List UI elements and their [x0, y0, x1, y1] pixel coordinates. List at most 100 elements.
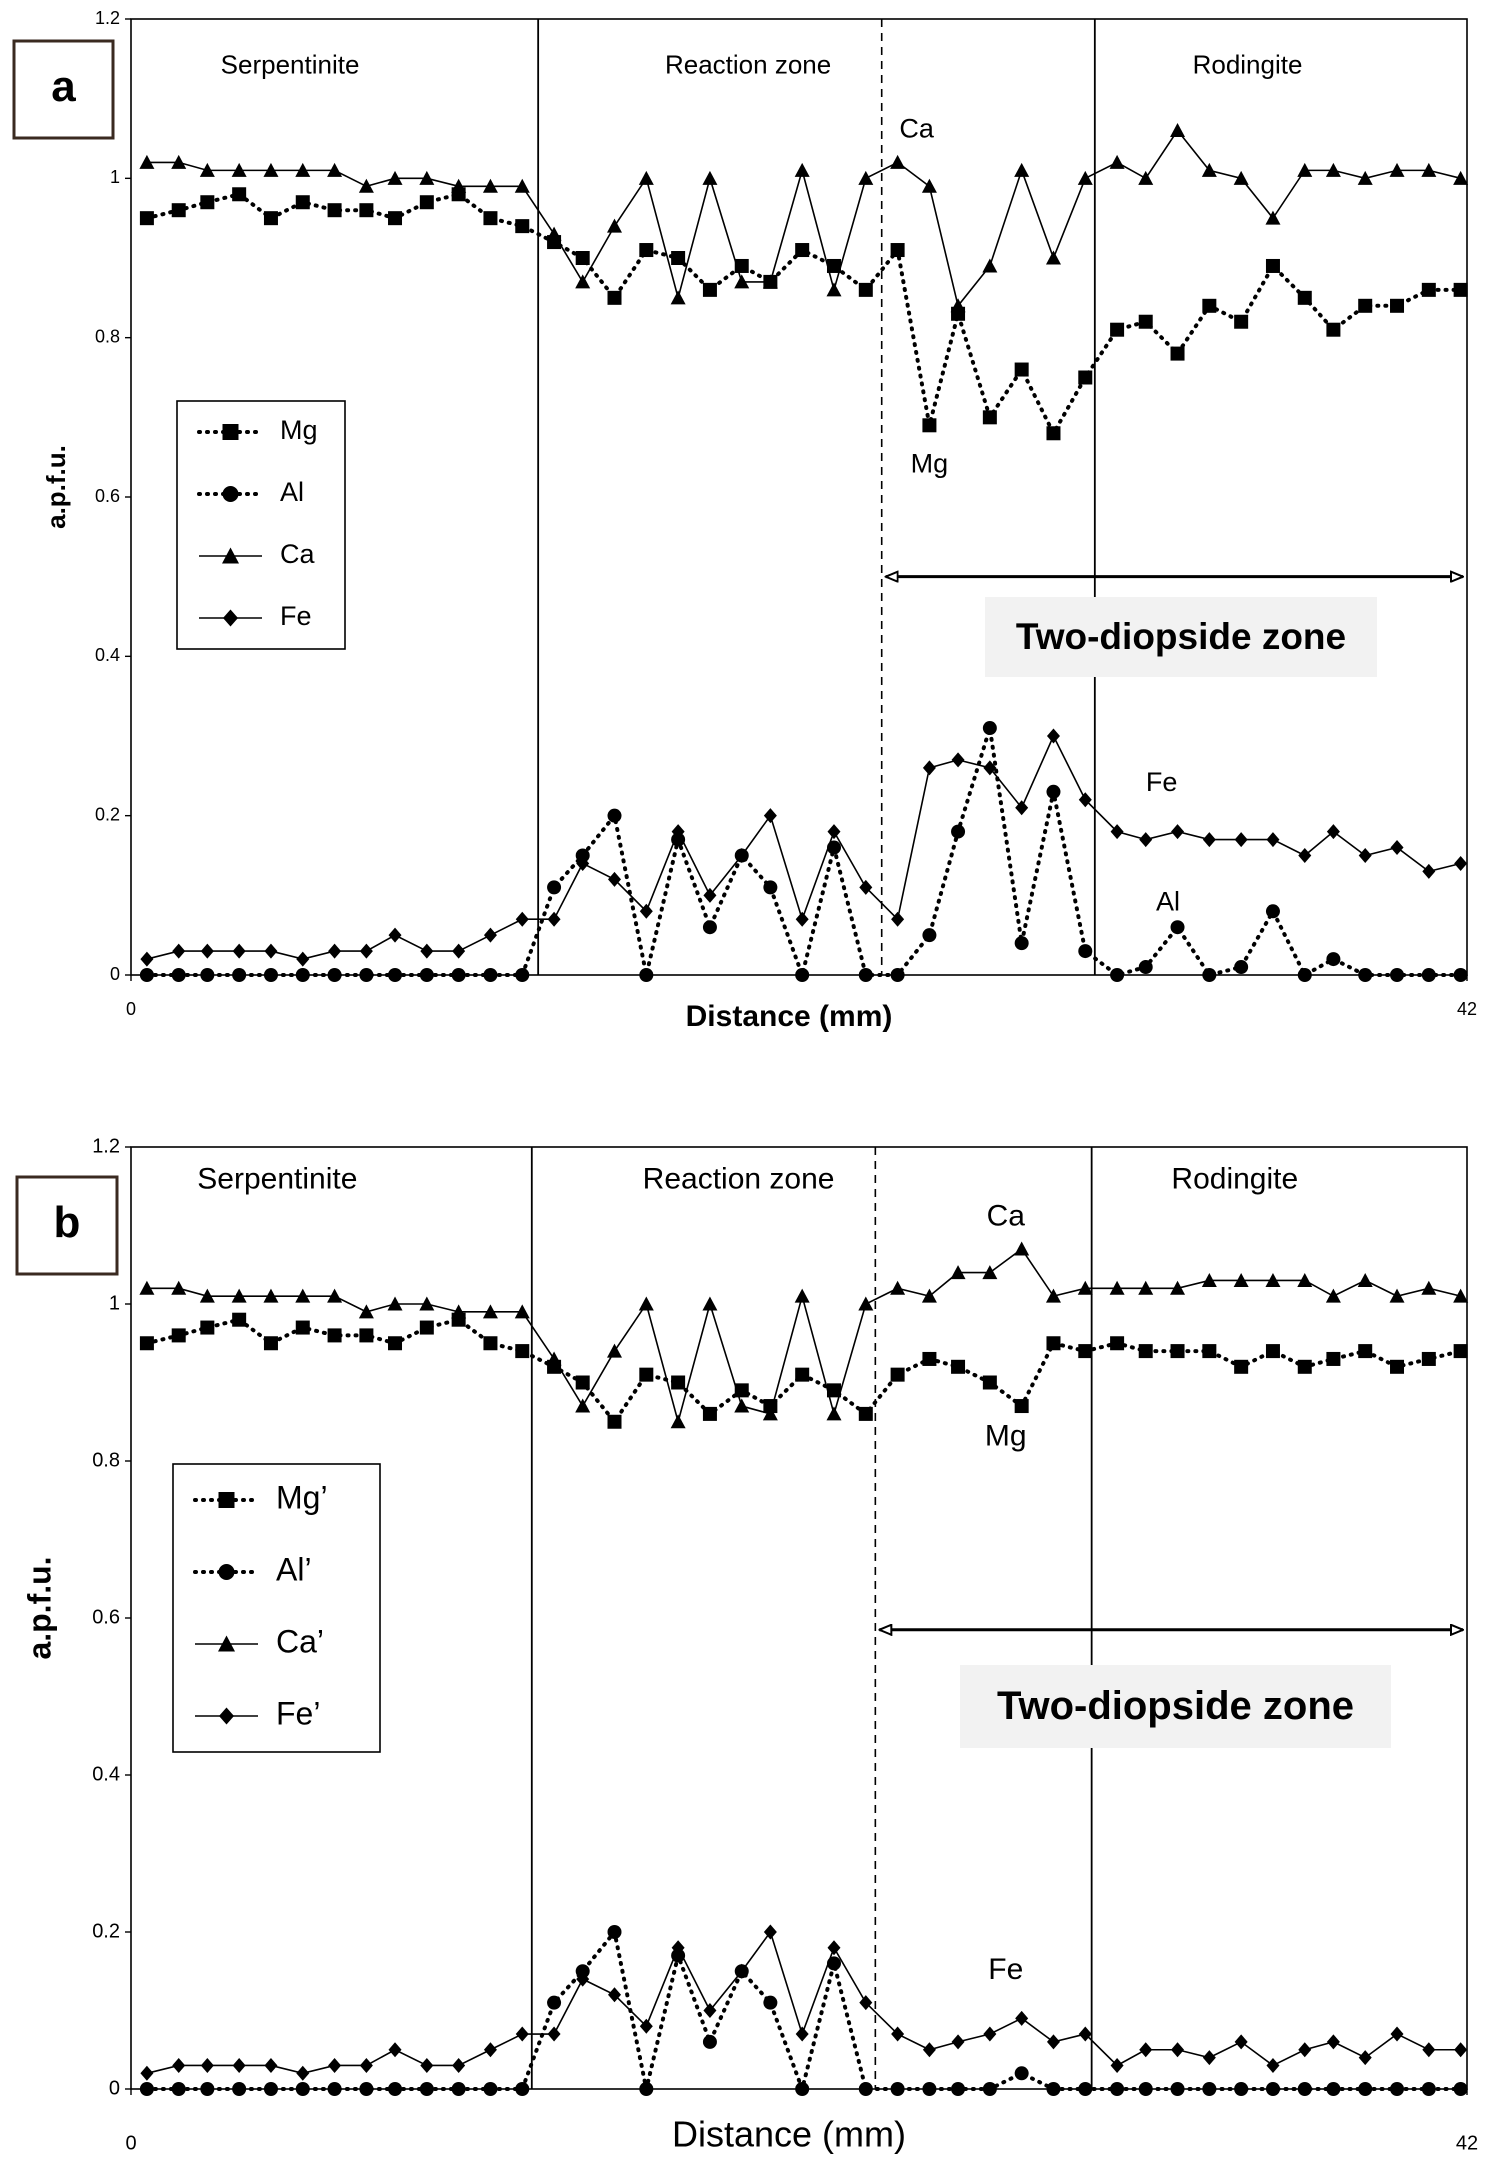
marker-diamond	[140, 951, 154, 967]
marker-square	[1110, 322, 1125, 337]
series-annotation: Fe	[988, 1953, 1023, 1986]
marker-triangle	[826, 1406, 842, 1421]
marker-diamond	[1046, 728, 1060, 744]
marker-diamond	[140, 2065, 154, 2081]
marker-triangle	[419, 170, 435, 185]
marker-square	[359, 203, 374, 218]
marker-circle	[702, 2034, 717, 2049]
marker-triangle	[858, 1296, 874, 1311]
marker-diamond	[639, 903, 653, 919]
marker-diamond	[483, 927, 497, 943]
marker-diamond	[359, 2057, 373, 2073]
marker-diamond	[891, 911, 905, 927]
marker-triangle	[1421, 1280, 1437, 1295]
marker-triangle	[358, 1304, 374, 1319]
marker-circle	[1170, 920, 1185, 935]
marker-triangle	[921, 1288, 937, 1303]
marker-circle	[890, 968, 905, 982]
marker-diamond	[1326, 824, 1340, 840]
marker-circle	[295, 968, 310, 982]
marker-triangle	[1170, 123, 1186, 138]
marker-triangle	[199, 1288, 215, 1303]
zone-note: Two-diopside zone	[1016, 616, 1346, 657]
marker-diamond	[859, 879, 873, 895]
marker-diamond	[1390, 840, 1404, 856]
marker-diamond	[1358, 848, 1372, 863]
legend-label: Ca	[280, 539, 315, 569]
marker-triangle	[295, 162, 311, 177]
marker-circle	[218, 1564, 235, 1580]
marker-triangle	[263, 1288, 279, 1303]
zone-label: Serpentinite	[197, 1163, 357, 1196]
marker-triangle	[734, 1398, 750, 1413]
marker-circle	[1046, 784, 1061, 799]
marker-diamond	[1298, 2042, 1312, 2058]
marker-triangle	[670, 290, 686, 305]
series-line	[146, 1930, 1461, 2075]
marker-circle	[451, 2082, 466, 2096]
marker-circle	[200, 968, 215, 982]
marker-square	[327, 203, 342, 218]
marker-square	[359, 1328, 374, 1343]
marker-square	[575, 1375, 590, 1390]
marker-square	[1170, 346, 1185, 361]
marker-square	[1358, 1344, 1373, 1359]
marker-circle	[1390, 2082, 1405, 2096]
marker-circle	[575, 848, 590, 863]
marker-circle	[982, 721, 997, 736]
marker-diamond	[547, 911, 561, 927]
marker-diamond	[983, 2026, 997, 2042]
legend-box	[176, 400, 346, 650]
marker-diamond	[452, 2057, 466, 2073]
marker-square	[1110, 1336, 1125, 1351]
x-tick-label: 0	[126, 999, 136, 1019]
marker-diamond	[763, 1924, 777, 1940]
marker-circle	[483, 2082, 498, 2096]
marker-triangle	[890, 154, 906, 169]
marker-circle	[327, 2082, 342, 2096]
marker-diamond	[219, 1707, 234, 1725]
marker-square	[982, 410, 997, 425]
marker-triangle	[139, 1280, 155, 1295]
marker-diamond	[388, 927, 402, 943]
x-tick-label: 0	[125, 2132, 136, 2154]
marker-circle	[858, 2082, 873, 2096]
marker-diamond	[1139, 2042, 1153, 2058]
marker-diamond	[639, 2018, 653, 2034]
marker-circle	[1421, 2082, 1436, 2096]
marker-circle	[222, 486, 239, 502]
marker-diamond	[1046, 2034, 1060, 2050]
marker-circle	[419, 968, 434, 982]
marker-square	[515, 1344, 530, 1359]
legend-label: Mg’	[276, 1479, 328, 1515]
marker-circle	[671, 1948, 686, 1963]
marker-triangle	[982, 258, 998, 273]
marker-square	[388, 211, 403, 226]
marker-circle	[826, 1956, 841, 1971]
marker-triangle	[702, 170, 718, 185]
marker-square	[263, 1336, 278, 1351]
marker-square	[388, 1336, 403, 1351]
marker-square	[1326, 322, 1341, 337]
marker-square	[922, 1351, 937, 1366]
marker-diamond	[1326, 2034, 1340, 2050]
panel-label: a	[51, 62, 76, 111]
marker-square	[295, 1320, 310, 1335]
marker-circle	[1202, 968, 1217, 982]
marker-triangle	[762, 1406, 778, 1421]
marker-circle	[1110, 2082, 1125, 2096]
marker-triangle	[1170, 1280, 1186, 1295]
marker-circle	[1453, 968, 1468, 982]
marker-diamond	[1266, 832, 1280, 848]
marker-triangle	[1109, 154, 1125, 169]
legend-label: Fe	[280, 601, 312, 631]
marker-circle	[1078, 2082, 1093, 2096]
marker-circle	[890, 2082, 905, 2096]
marker-diamond	[576, 1971, 590, 1987]
series-annotation: Fe	[1146, 767, 1178, 797]
panel-label-box	[12, 39, 115, 140]
marker-square	[232, 187, 247, 202]
marker-triangle	[327, 1288, 343, 1303]
marker-square	[639, 1367, 654, 1382]
series-annotation: Mg	[985, 1419, 1027, 1452]
